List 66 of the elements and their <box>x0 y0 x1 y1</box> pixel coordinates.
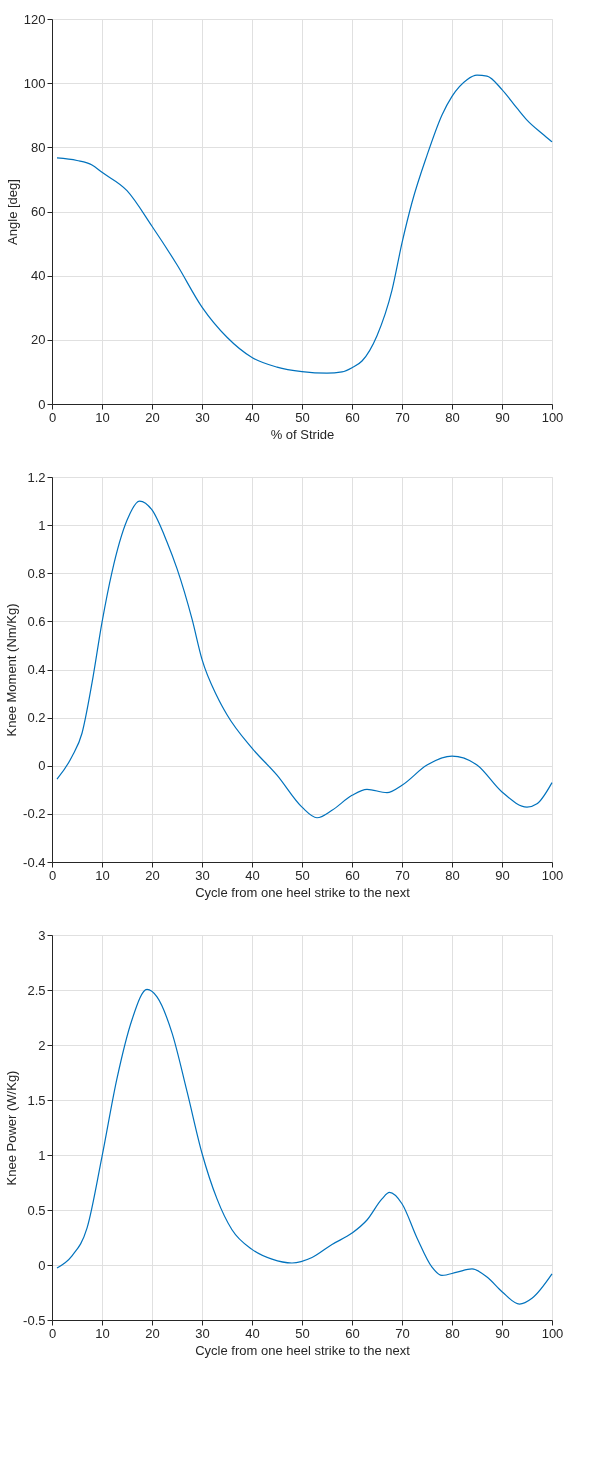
x-tick-label: 80 <box>445 1325 460 1341</box>
x-tick-label: 20 <box>145 409 160 425</box>
y-tick-label: 2.5 <box>27 982 46 998</box>
y-tick-label: 0.8 <box>27 565 46 581</box>
y-tick-label: 0.5 <box>27 1202 46 1218</box>
x-tick-label: 100 <box>541 1325 564 1341</box>
x-axis-title: % of Stride <box>270 426 335 442</box>
y-tick-label: 100 <box>23 75 46 91</box>
x-tick-label: 30 <box>195 867 210 883</box>
x-tick-label: 0 <box>48 867 57 883</box>
x-tick-label: 50 <box>295 1325 310 1341</box>
x-tick-label: 10 <box>95 867 110 883</box>
x-axis-title: Cycle from one heel strike to the next <box>195 884 411 900</box>
x-tick-label: 0 <box>48 1325 57 1341</box>
x-tick-label: 20 <box>145 1325 160 1341</box>
y-tick-label: 0.2 <box>27 710 46 726</box>
y-tick-label: 0.4 <box>27 662 46 677</box>
y-tick-label: 0 <box>38 396 46 412</box>
y-tick-label: 80 <box>31 139 46 155</box>
y-tick-label: 1.2 <box>27 469 46 485</box>
line-series <box>56 500 553 819</box>
line-series <box>56 988 553 1305</box>
x-tick-label: 30 <box>195 409 210 425</box>
x-tick-label: 90 <box>495 409 510 425</box>
y-tick-label: -0.4 <box>23 854 46 870</box>
y-tick-label: -0.5 <box>23 1312 46 1328</box>
x-tick-label: 30 <box>195 1325 210 1341</box>
y-tick-label: 1.5 <box>27 1092 46 1108</box>
y-axis-title: Knee Power (W/Kg) <box>4 1070 20 1186</box>
line-series <box>56 74 553 374</box>
x-tick-label: 90 <box>495 867 510 883</box>
x-axis-title: Cycle from one heel strike to the next <box>195 1342 411 1358</box>
x-tick-label: 0 <box>48 409 57 425</box>
x-tick-label: 100 <box>541 409 564 425</box>
x-tick-label: 40 <box>245 409 260 425</box>
x-tick-label: 60 <box>345 867 360 883</box>
y-tick-label: 1 <box>38 517 46 533</box>
y-tick-label: 0 <box>38 1257 46 1273</box>
y-tick-label: 120 <box>23 11 46 27</box>
y-axis-title: Angle [deg] <box>4 179 20 245</box>
x-tick-label: 40 <box>245 1325 260 1341</box>
x-tick-label: 50 <box>295 867 310 883</box>
x-tick-label: 80 <box>445 409 460 425</box>
y-tick-label: 0.6 <box>27 613 46 629</box>
x-tick-label: 90 <box>495 1325 510 1341</box>
y-tick-label: -0.2 <box>23 806 46 822</box>
x-tick-label: 20 <box>145 867 160 883</box>
x-tick-label: 10 <box>95 1325 110 1341</box>
y-tick-label: 0 <box>38 758 46 774</box>
x-tick-label: 50 <box>295 409 310 425</box>
x-tick-label: 40 <box>245 867 260 883</box>
y-tick-label: 40 <box>31 268 46 284</box>
x-tick-label: 100 <box>541 867 564 883</box>
x-tick-label: 70 <box>395 1325 410 1341</box>
x-tick-label: 60 <box>345 409 360 425</box>
x-tick-label: 10 <box>95 409 110 425</box>
y-tick-label: 2 <box>38 1037 46 1053</box>
x-tick-label: 70 <box>395 867 410 883</box>
y-tick-label: 1 <box>38 1147 46 1163</box>
y-axis-title: Knee Moment (Nm/Kg) <box>4 603 20 737</box>
x-tick-label: 60 <box>345 1325 360 1341</box>
x-tick-label: 80 <box>445 867 460 883</box>
y-tick-label: 60 <box>31 204 46 219</box>
x-tick-label: 70 <box>395 409 410 425</box>
y-tick-label: 20 <box>31 332 46 348</box>
y-tick-label: 3 <box>38 927 46 943</box>
